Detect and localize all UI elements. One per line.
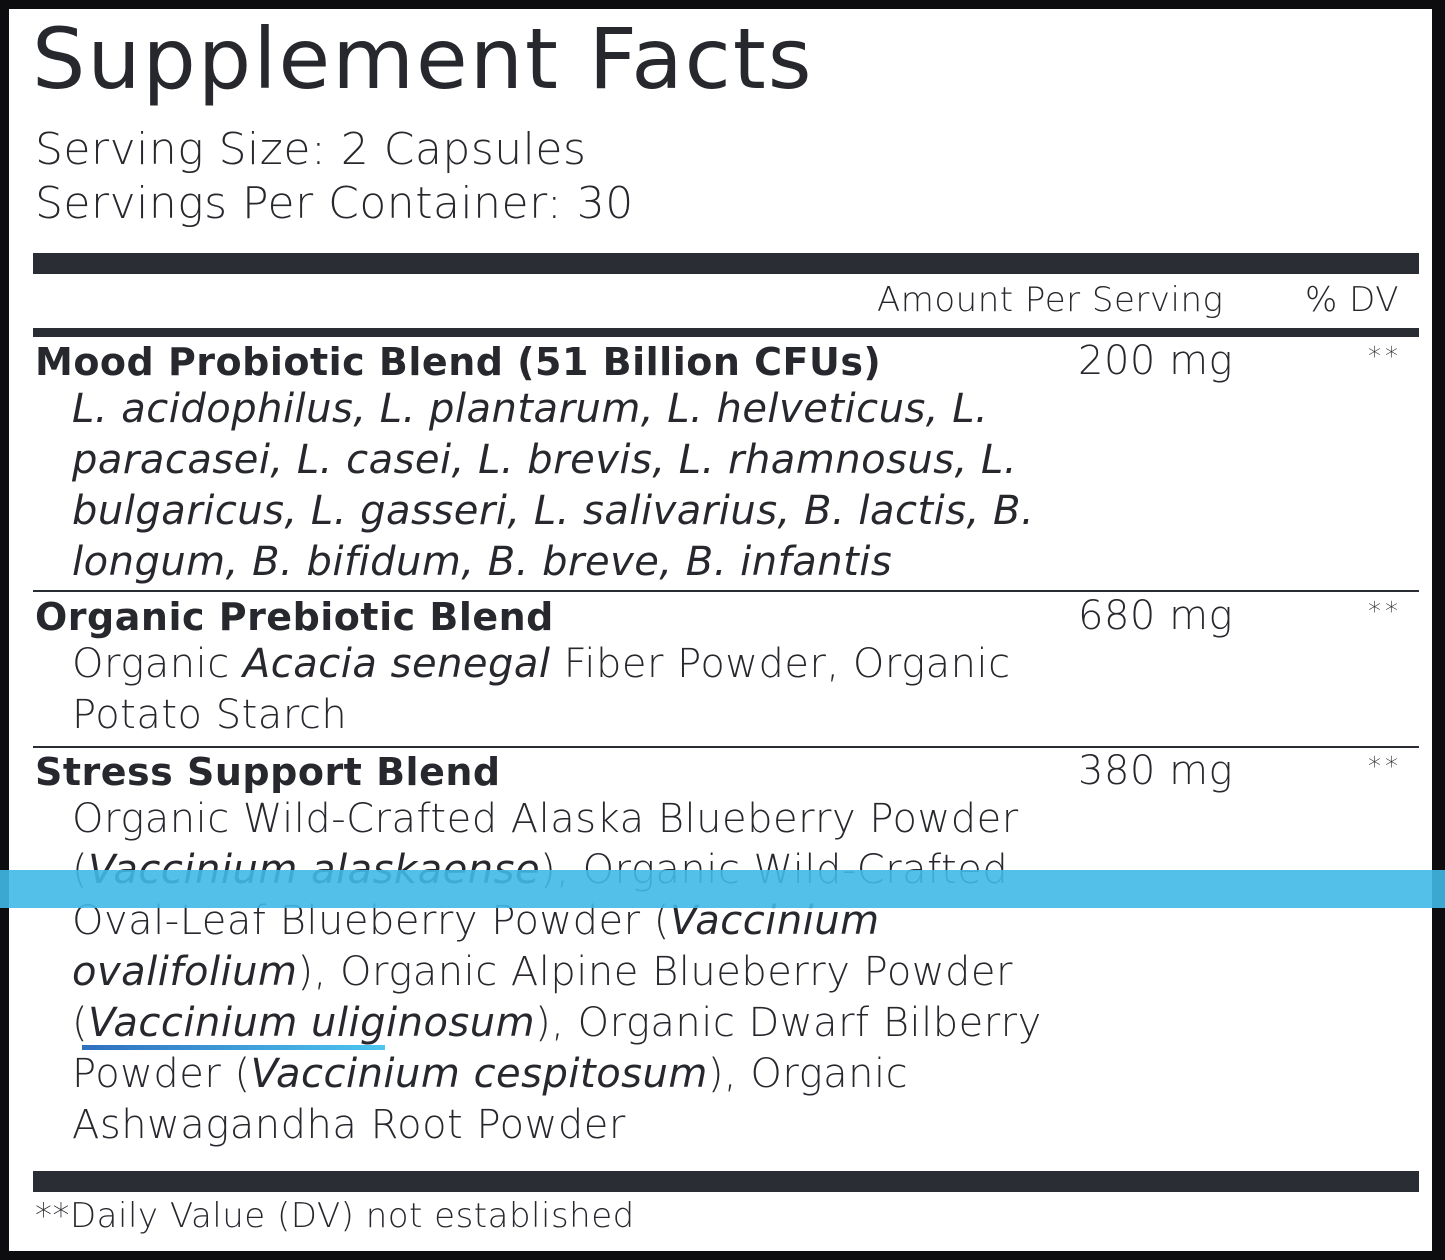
dv-header: % DV [1305,280,1399,320]
ingredient-line: ovalifolium), Organic Alpine Blueberry P… [72,949,1013,995]
amount-header: Amount Per Serving [877,280,1224,320]
thick-divider-bottom [33,1171,1419,1192]
ingredient-line: Powder (Vaccinium cespitosum), Organic [72,1051,908,1097]
ingredient-line: paracasei, L. casei, L. brevis, L. rhamn… [72,437,1017,483]
blend-name: Organic Prebiotic Blend [35,595,554,639]
ingredient-text: Potato Starch [72,692,348,738]
ingredient-text: Ashwagandha Root Powder [72,1102,626,1148]
section-rule [33,590,1419,592]
blend-amount: 680 mg [1078,593,1234,639]
ingredient-text: ), Organic Dwarf Bilberry [535,1000,1042,1046]
blend-amount: 200 mg [1078,338,1234,384]
ingredient-latin-name: bulgaricus, L. gasseri, L. salivarius, B… [72,488,1035,534]
footnote: **Daily Value (DV) not established [35,1196,635,1236]
blend-dv: ** [1368,342,1402,372]
servings-per-container: Servings Per Container: 30 [35,178,634,229]
ingredient-latin-name: paracasei, L. casei, L. brevis, L. rhamn… [72,437,1018,483]
ingredient-text: Fiber Powder, Organic [550,641,1011,687]
blend-dv: ** [1368,752,1402,782]
highlight-bar [0,870,1445,908]
blend-dv: ** [1368,597,1402,627]
ingredient-line: longum, B. bifidum, B. breve, B. infanti… [72,539,892,585]
ingredient-latin-name: Vaccinium cespitosum [250,1051,708,1097]
blend-name: Stress Support Blend [35,750,501,794]
ingredient-text: Organic Wild-Crafted Alaska Blueberry Po… [72,796,1019,842]
medium-divider [33,328,1419,337]
ingredient-line: Ashwagandha Root Powder [72,1102,626,1148]
thick-divider [33,253,1419,274]
ingredient-latin-name: L. acidophilus, L. plantarum, L. helveti… [72,386,989,432]
ingredient-text: ), Organic [707,1051,909,1097]
ingredient-latin-name: Vaccinium uliginosum [88,1000,536,1046]
ingredient-line: L. acidophilus, L. plantarum, L. helveti… [72,386,988,432]
ingredient-line: Organic Acacia senegal Fiber Powder, Org… [72,641,1011,687]
ingredient-text: ( [72,1000,89,1046]
ingredient-latin-name: Acacia senegal [242,641,551,687]
ingredient-latin-name: ovalifolium [72,949,298,995]
section-rule [33,746,1419,748]
ingredient-line: Organic Wild-Crafted Alaska Blueberry Po… [72,796,1019,842]
blend-name: Mood Probiotic Blend (51 Billion CFUs) [35,340,882,384]
ingredient-line: (Vaccinium uliginosum), Organic Dwarf Bi… [72,1000,1042,1046]
serving-size: Serving Size: 2 Capsules [35,124,587,175]
blend-amount: 380 mg [1078,748,1234,794]
ingredient-latin-name: longum, B. bifidum, B. breve, B. infanti… [72,539,893,585]
underline-mark [82,1045,385,1050]
ingredient-line: bulgaricus, L. gasseri, L. salivarius, B… [72,488,1034,534]
ingredient-text: Organic [72,641,243,687]
ingredient-text: Powder ( [72,1051,251,1097]
ingredient-line: Potato Starch [72,692,347,738]
ingredient-text: ), Organic Alpine Blueberry Powder [297,949,1013,995]
page-title: Supplement Facts [32,10,814,108]
